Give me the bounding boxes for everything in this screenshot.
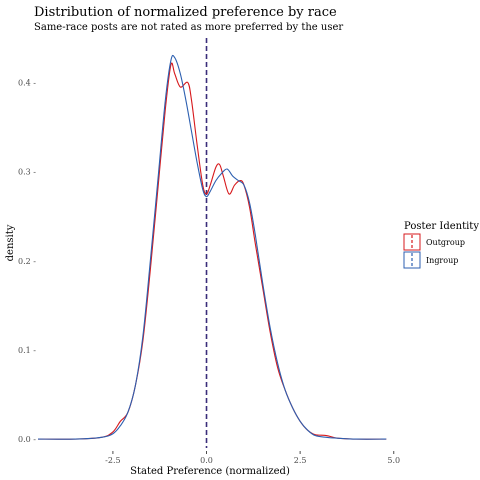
y-axis-title: density xyxy=(5,224,16,261)
legend-label-ingroup: Ingroup xyxy=(426,256,458,265)
legend: Poster Identity Outgroup Ingroup xyxy=(403,221,479,269)
y-axis: 0.0 - 0.1 - 0.2 - 0.3 - 0.4 - xyxy=(18,79,36,445)
y-tick-label: 0.1 - xyxy=(18,346,36,355)
legend-title: Poster Identity xyxy=(404,221,479,232)
x-axis: -2.5 0.0 2.5 5.0 xyxy=(105,451,400,465)
x-tick-label: 5.0 xyxy=(387,456,400,465)
x-tick-label: 2.5 xyxy=(294,456,307,465)
series-group xyxy=(37,54,387,440)
y-tick-label: 0.0 - xyxy=(18,435,36,444)
x-axis-title: Stated Preference (normalized) xyxy=(130,466,290,477)
y-tick-label: 0.4 - xyxy=(18,79,36,88)
x-tick-label: -2.5 xyxy=(105,456,120,465)
legend-key-outgroup xyxy=(403,233,421,251)
legend-items: Outgroup Ingroup xyxy=(403,233,465,269)
chart-title: Distribution of normalized preference by… xyxy=(34,5,337,20)
series-line-ingroup xyxy=(37,54,387,440)
x-tick-label: 0.0 xyxy=(200,456,213,465)
legend-key-ingroup xyxy=(403,251,421,269)
plot-area xyxy=(37,38,387,448)
y-tick-label: 0.2 - xyxy=(18,257,36,266)
legend-label-outgroup: Outgroup xyxy=(426,238,465,247)
y-tick-label: 0.3 - xyxy=(18,168,36,177)
chart-subtitle: Same-race posts are not rated as more pr… xyxy=(34,22,343,33)
series-line-outgroup xyxy=(37,62,387,440)
